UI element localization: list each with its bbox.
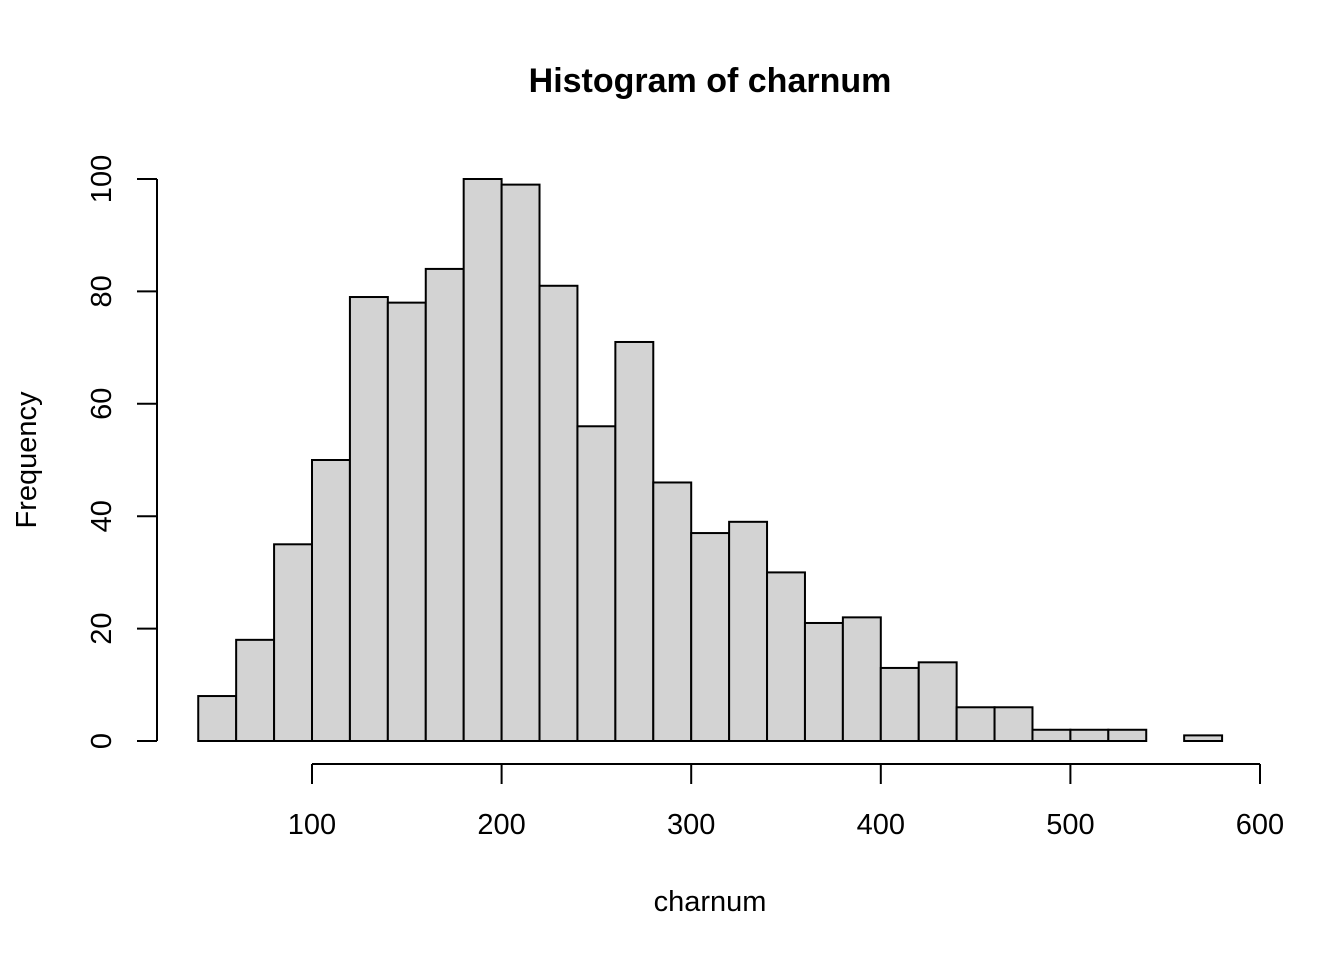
histogram-bar xyxy=(235,638,276,743)
histogram-bar xyxy=(728,520,769,742)
x-axis-tick-label: 400 xyxy=(857,809,905,841)
y-axis-tick-label: 0 xyxy=(86,733,118,749)
histogram-bar xyxy=(993,706,1034,743)
histogram-bars xyxy=(197,178,1224,743)
x-axis-tick-label: 100 xyxy=(288,809,336,841)
histogram-bar xyxy=(955,706,996,743)
histogram-bar xyxy=(652,481,693,742)
histogram-bar xyxy=(311,459,351,742)
x-axis-tick-label: 300 xyxy=(667,809,715,841)
x-axis-label: charnum xyxy=(654,886,767,918)
histogram-bar xyxy=(273,543,313,742)
histogram-bar xyxy=(348,296,389,742)
histogram-bar xyxy=(1107,728,1148,743)
y-axis-tick-label: 20 xyxy=(86,612,118,644)
y-axis-tick-label: 100 xyxy=(86,155,118,203)
histogram-bar xyxy=(462,178,503,742)
histogram-bar xyxy=(879,666,920,742)
histogram-bar xyxy=(424,267,465,742)
histogram-bar xyxy=(766,571,806,743)
y-axis-tick-label: 80 xyxy=(86,275,118,307)
histogram-bar xyxy=(1031,728,1072,743)
x-axis-tick-label: 200 xyxy=(477,809,525,841)
y-axis-label: Frequency xyxy=(11,391,43,529)
y-axis-tick-label: 60 xyxy=(86,388,118,420)
y-axis-tick-label: 40 xyxy=(86,500,118,532)
histogram-bar xyxy=(576,425,617,742)
histogram-bar xyxy=(614,340,655,742)
histogram-bar xyxy=(917,661,958,743)
histogram-bar xyxy=(500,183,541,742)
histogram-bar xyxy=(1183,734,1224,743)
histogram-bar xyxy=(803,621,844,742)
x-axis-tick-label: 600 xyxy=(1236,809,1284,841)
histogram-bar xyxy=(1069,728,1110,743)
histogram-bar xyxy=(197,695,238,742)
histogram-bar xyxy=(538,284,579,742)
histogram-bar xyxy=(386,301,427,742)
chart-title: Histogram of charnum xyxy=(529,62,892,100)
x-axis: 100 200 300 400 500 600 xyxy=(288,763,1284,841)
histogram-bar xyxy=(690,532,731,742)
x-axis-tick-label: 500 xyxy=(1046,809,1094,841)
y-axis: 0 20 40 60 80 100 xyxy=(86,155,158,749)
histogram-bar xyxy=(841,616,882,742)
